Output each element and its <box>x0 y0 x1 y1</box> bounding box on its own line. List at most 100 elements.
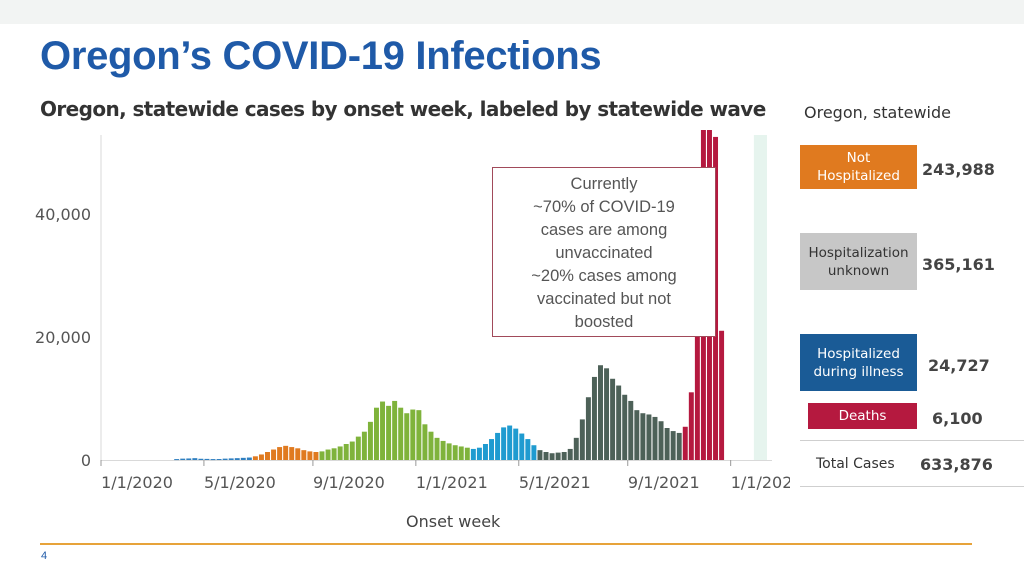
x-tick-label: 5/1/2020 <box>204 473 276 492</box>
bar-wave5 <box>549 453 555 460</box>
bar-wave3 <box>416 410 422 460</box>
x-tick-label: 1/1/2020 <box>101 473 173 492</box>
bar-wave3 <box>380 401 386 460</box>
not-hospitalized-label-1: Not <box>846 150 871 166</box>
total-cases-value: 633,876 <box>920 455 993 474</box>
bar-wave6 <box>688 392 694 460</box>
bar-wave5 <box>585 397 591 460</box>
bar-wave3 <box>361 431 367 460</box>
hospitalization-unknown-label-1: Hospitalization <box>808 244 909 261</box>
bar-wave5 <box>658 421 664 460</box>
bar-wave3 <box>386 405 392 460</box>
not-hospitalized-value: 243,988 <box>922 160 995 179</box>
bar-wave3 <box>367 421 373 460</box>
bar-wave4 <box>513 428 519 460</box>
bar-wave5 <box>537 450 543 460</box>
hospitalization-unknown-box: Hospitalization unknown <box>800 233 917 290</box>
bar-wave1 <box>186 458 192 460</box>
bar-wave4 <box>482 444 488 460</box>
bar-wave1 <box>216 459 222 461</box>
bar-wave5 <box>616 385 622 460</box>
bar-wave5 <box>561 452 567 460</box>
bar-wave4 <box>470 448 476 460</box>
bar-wave3 <box>446 443 452 460</box>
bar-wave2 <box>307 451 313 460</box>
bar-wave3 <box>410 409 416 460</box>
bar-wave4 <box>507 425 513 460</box>
x-tick-label: 1/1/2021 <box>416 473 488 492</box>
x-tick-label: 9/1/2021 <box>628 473 700 492</box>
bar-wave4 <box>525 439 531 460</box>
bar-wave3 <box>349 441 355 460</box>
deaths-box: Deaths <box>808 403 917 429</box>
bar-wave3 <box>325 449 331 460</box>
bar-wave6 <box>694 278 700 460</box>
bar-wave5 <box>579 419 585 460</box>
deaths-value: 6,100 <box>932 409 983 428</box>
bar-wave5 <box>604 368 610 460</box>
y-tick-label: 40,000 <box>35 205 91 224</box>
bar-wave3 <box>434 437 440 460</box>
annotation-line-4: unvaccinated <box>555 244 653 262</box>
hospitalized-box: Hospitalized during illness <box>800 334 917 391</box>
bar-wave2 <box>258 454 264 460</box>
bar-wave5 <box>676 432 682 460</box>
bar-wave3 <box>373 407 379 460</box>
bar-wave1 <box>174 459 180 461</box>
bar-wave4 <box>519 433 525 460</box>
bar-wave2 <box>301 450 307 460</box>
not-hospitalized-label-2: Hospitalized <box>817 168 900 184</box>
bar-wave3 <box>392 400 398 460</box>
bar-wave4 <box>476 447 482 460</box>
total-cases-label: Total Cases <box>816 456 895 472</box>
summary-panel-title: Oregon, statewide <box>804 103 951 122</box>
bar-wave2 <box>252 456 258 460</box>
bar-wave5 <box>567 448 573 460</box>
bar-wave2 <box>265 452 270 460</box>
bar-wave1 <box>180 458 186 460</box>
bar-wave3 <box>337 446 343 460</box>
bar-wave1 <box>240 457 246 460</box>
bar-wave5 <box>670 431 676 460</box>
deaths-label: Deaths <box>838 408 887 424</box>
bar-wave1 <box>210 459 216 461</box>
bar-wave3 <box>458 446 464 460</box>
bar-wave2 <box>289 447 295 460</box>
x-axis-label: Onset week <box>406 512 501 531</box>
bar-wave5 <box>640 413 646 460</box>
bar-wave3 <box>319 451 325 460</box>
bar-wave1 <box>222 458 228 460</box>
bar-wave4 <box>495 432 501 460</box>
bar-wave5 <box>652 416 658 460</box>
bar-wave2 <box>283 445 289 460</box>
annotation-line-7: boosted <box>574 313 634 331</box>
bar-wave4 <box>531 445 537 460</box>
x-tick-label: 9/1/2020 <box>313 473 385 492</box>
bar-wave3 <box>331 448 337 460</box>
bar-wave5 <box>610 378 616 460</box>
bar-wave5 <box>664 428 670 460</box>
bar-wave5 <box>646 414 652 460</box>
x-tick-label: 5/1/2021 <box>519 473 591 492</box>
bar-wave5 <box>622 394 628 460</box>
hospitalized-value: 24,727 <box>928 356 990 375</box>
divider-bottom <box>800 486 1024 487</box>
bar-wave6 <box>719 330 725 460</box>
bar-wave1 <box>246 457 252 460</box>
bar-wave1 <box>204 458 210 460</box>
page-number: 4 <box>41 550 48 562</box>
bar-wave1 <box>228 458 234 460</box>
annotation-line-6: vaccinated but not <box>537 290 671 308</box>
bar-wave2 <box>295 448 301 460</box>
y-tick-label: 20,000 <box>35 328 91 347</box>
chart-title: Oregon, statewide cases by onset week, l… <box>40 97 766 121</box>
bar-wave5 <box>634 410 640 460</box>
bar-wave3 <box>355 436 361 460</box>
bar-wave4 <box>501 427 507 460</box>
cases-bar-chart: 0 20,000 40,000 1/1/2020 5/1/2020 9/1/2020 1/1… <box>35 130 790 492</box>
bar-wave5 <box>543 452 549 460</box>
current-week-highlight <box>753 135 767 460</box>
y-tick-label: 0 <box>81 451 91 470</box>
bar-wave3 <box>464 447 470 460</box>
hospitalized-label-1: Hospitalized <box>817 345 900 362</box>
